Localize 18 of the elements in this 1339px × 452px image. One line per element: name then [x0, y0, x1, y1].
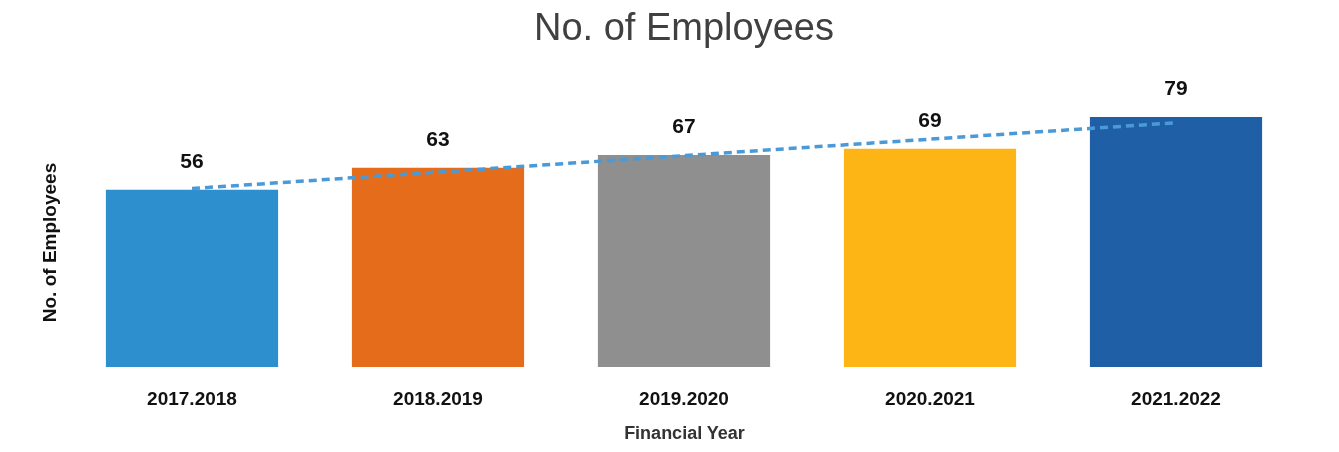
bar — [597, 154, 771, 367]
x-tick-label: 2020.2021 — [885, 387, 976, 409]
x-tick-label: 2019.2020 — [639, 387, 729, 409]
data-label: 56 — [180, 148, 204, 172]
data-label: 69 — [918, 107, 942, 131]
bar — [351, 167, 525, 367]
chart-title: No. of Employees — [534, 6, 834, 48]
x-axis-title: Financial Year — [624, 422, 745, 443]
x-tick-label: 2017.2018 — [147, 387, 237, 409]
data-label: 67 — [672, 113, 696, 137]
bar — [105, 189, 279, 367]
y-axis-title: No. of Employees — [38, 162, 60, 323]
x-tick-label: 2021.2022 — [1131, 387, 1221, 409]
bar — [1089, 117, 1263, 367]
bar — [843, 148, 1017, 367]
data-label: 79 — [1164, 76, 1188, 99]
data-label: 63 — [426, 126, 450, 150]
x-tick-label: 2018.2019 — [393, 387, 483, 409]
